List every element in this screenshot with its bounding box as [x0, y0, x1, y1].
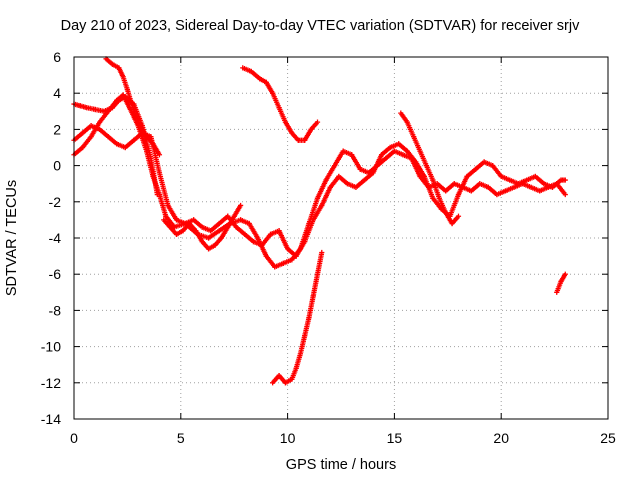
- y-tick-label: 4: [53, 85, 61, 101]
- chart-grid: [74, 57, 608, 419]
- series-1: [71, 92, 568, 270]
- x-tick-label: 25: [600, 430, 616, 446]
- series-8: [398, 110, 462, 227]
- y-tick-label: -12: [41, 375, 61, 391]
- data-point: [238, 202, 244, 209]
- data-series: [71, 56, 568, 386]
- series-3: [71, 123, 568, 259]
- data-point: [319, 249, 325, 256]
- y-tick-label: 6: [53, 49, 61, 65]
- data-point: [156, 152, 163, 158]
- x-tick-label: 15: [387, 430, 403, 446]
- series-7: [270, 249, 325, 386]
- series-4: [103, 56, 163, 158]
- y-axis-label: SDTVAR / TECUs: [4, 179, 20, 297]
- y-tick-label: -8: [49, 302, 62, 318]
- data-point: [154, 191, 160, 198]
- data-point: [455, 213, 462, 219]
- y-tick-label: -10: [41, 339, 61, 355]
- data-point: [562, 191, 568, 198]
- data-point: [562, 177, 568, 183]
- data-point: [562, 271, 568, 277]
- plot-frame: [73, 56, 609, 420]
- x-tick-label: 5: [177, 430, 185, 446]
- series-9: [554, 271, 568, 295]
- y-tick-label: -4: [49, 230, 62, 246]
- y-tick-label: -2: [49, 194, 62, 210]
- x-tick-label: 10: [280, 430, 296, 446]
- y-tick-label: -6: [49, 266, 62, 282]
- y-tick-label: 2: [53, 121, 61, 137]
- x-tick-label: 0: [70, 430, 78, 446]
- x-axis-label: GPS time / hours: [285, 457, 397, 473]
- y-tick-label: -14: [41, 411, 61, 427]
- series-6: [240, 65, 321, 143]
- y-tick-label: 0: [53, 158, 61, 174]
- x-tick-label: 20: [493, 430, 509, 446]
- chart-ticks: 0 5 10 15 20 25 -14 -12 -10 -8 -6 -4 -2 0 2 4 6: [41, 49, 616, 446]
- chart-title: Day 210 of 2023, Sidereal Day-to-day VTE…: [60, 18, 580, 34]
- data-point: [314, 119, 321, 125]
- series-5: [161, 202, 244, 252]
